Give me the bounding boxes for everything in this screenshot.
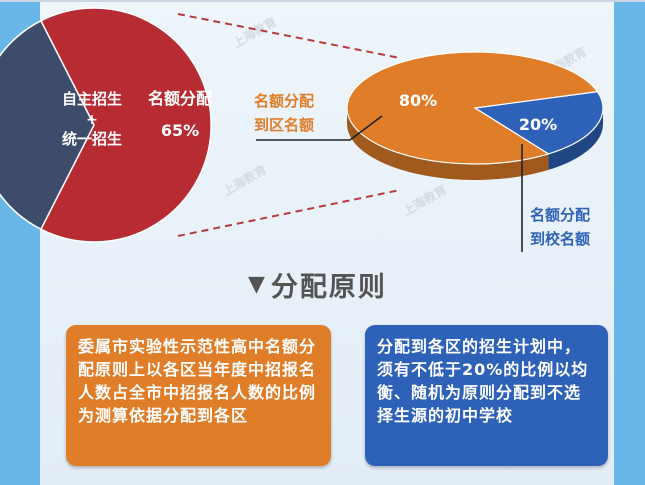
- principle-box-school: 分配到各区的招生计划中，须有不低于20%的比例以均衡、随机为原则分配到不选择生源…: [365, 325, 608, 466]
- pie2-value-blue: 20%: [519, 115, 557, 134]
- pie2-slice-school: [473, 90, 604, 155]
- callout-district-line1: 名额分配: [254, 92, 314, 110]
- callout-district-line2: 到区名额: [254, 116, 314, 134]
- section-heading: ▼ 分配原则: [248, 266, 387, 303]
- pie2-value-orange: 80%: [399, 91, 437, 110]
- pie1-label-navy-line1: 自主招生: [62, 90, 122, 108]
- pie2-slice-district: [346, 51, 599, 165]
- callout-school: 名额分配 到校名额: [521, 144, 590, 252]
- pie-chart-right: [346, 51, 604, 181]
- callout-district: 名额分配 到区名额: [254, 92, 383, 141]
- principle-box-district: 委属市实验性示范性高中名额分配原则上以各区当年度中招报名人数占全市中招报名人数的…: [66, 325, 331, 466]
- callout-school-line2: 到校名额: [530, 230, 590, 248]
- pie1-label-red: 名额分配: [148, 89, 212, 108]
- pie1-label-navy-line3: 统一招生: [62, 130, 122, 148]
- connector-line-bottom: [177, 189, 401, 237]
- top-border: [0, 0, 645, 2]
- pie2-edge-school: [548, 108, 603, 170]
- pie1-value-red: 65%: [161, 121, 199, 140]
- pie1-slice-allocation: [39, 7, 212, 243]
- pie1-label-navy-line2: +: [86, 112, 98, 128]
- section-title: 分配原则: [270, 271, 387, 303]
- pie2-edge-district: [346, 108, 549, 181]
- right-frame: [614, 0, 645, 485]
- connector-line-top: [177, 13, 401, 59]
- callout-district-leader: [256, 115, 383, 141]
- pie-chart-left: [0, 7, 212, 243]
- down-triangle-icon: ▼: [248, 271, 265, 297]
- callout-school-line1: 名额分配: [530, 206, 590, 224]
- pie1-slice-independent-unified: [0, 19, 95, 231]
